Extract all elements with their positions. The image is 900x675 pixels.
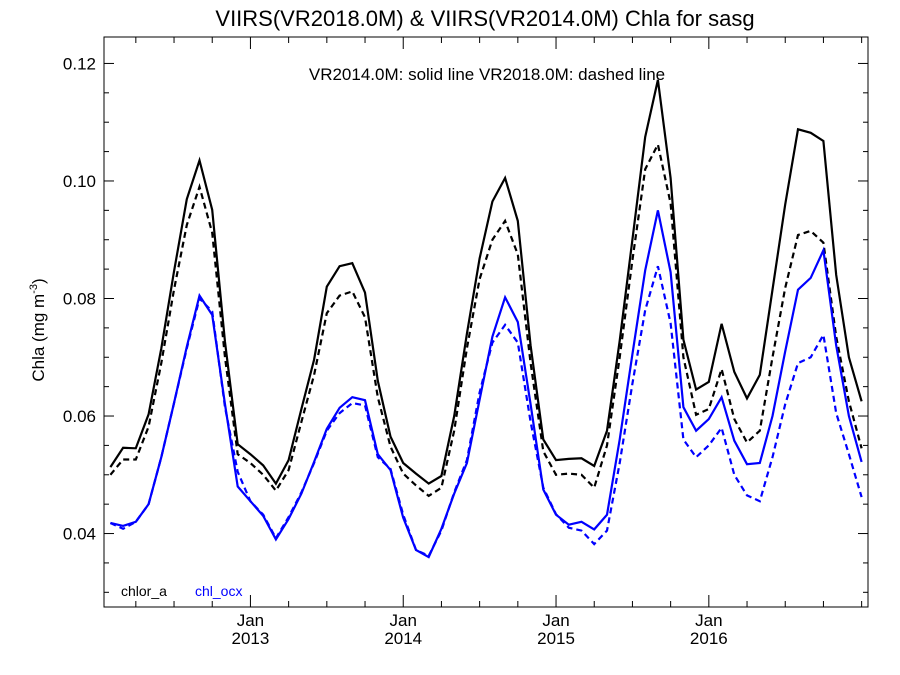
series-chlor-a-vr2014-0m-line (109, 79, 863, 486)
plot-frame (103, 36, 869, 608)
x-tick-label-month: Jan (237, 611, 264, 630)
x-tick-label-year: 2014 (384, 629, 422, 648)
x-tick-label-year: 2016 (690, 629, 728, 648)
line-style-annotation: VR2014.0M: solid line VR2018.0M: dashed … (309, 65, 665, 84)
y-axis-label: Chla (mg m-3) (28, 278, 48, 381)
series-chl-ocx-vr2018-0m-line (109, 265, 863, 558)
series-chlor-a-vr2018-0m-line (109, 141, 863, 498)
chart-title: VIIRS(VR2018.0M) & VIIRS(VR2014.0M) Chla… (215, 6, 754, 31)
series-chl-ocx-vr2014-0m-line (110, 210, 863, 559)
x-tick-label-month: Jan (542, 611, 569, 630)
y-tick-label: 0.10 (63, 172, 96, 191)
legend-chl-ocx: chl_ocx (195, 583, 242, 599)
y-axis-label-close: ) (29, 278, 48, 284)
y-tick-label: 0.08 (63, 289, 96, 308)
legend-chlor-a: chlor_a (121, 583, 167, 599)
x-tick-label-month: Jan (695, 611, 722, 630)
x-tick-label-year: 2015 (537, 629, 575, 648)
y-axis-label-main: Chla (mg m (29, 294, 48, 382)
plot-area: 0.040.060.080.100.12Jan2013Jan2014Jan201… (63, 37, 868, 648)
x-tick-label-year: 2013 (232, 629, 270, 648)
y-axis-label-superscript: -3 (28, 284, 40, 294)
legend: chlor_a chl_ocx (121, 583, 242, 599)
y-tick-label: 0.12 (63, 54, 96, 73)
x-tick-label-month: Jan (390, 611, 417, 630)
y-tick-label: 0.04 (63, 525, 96, 544)
y-tick-label: 0.06 (63, 407, 96, 426)
